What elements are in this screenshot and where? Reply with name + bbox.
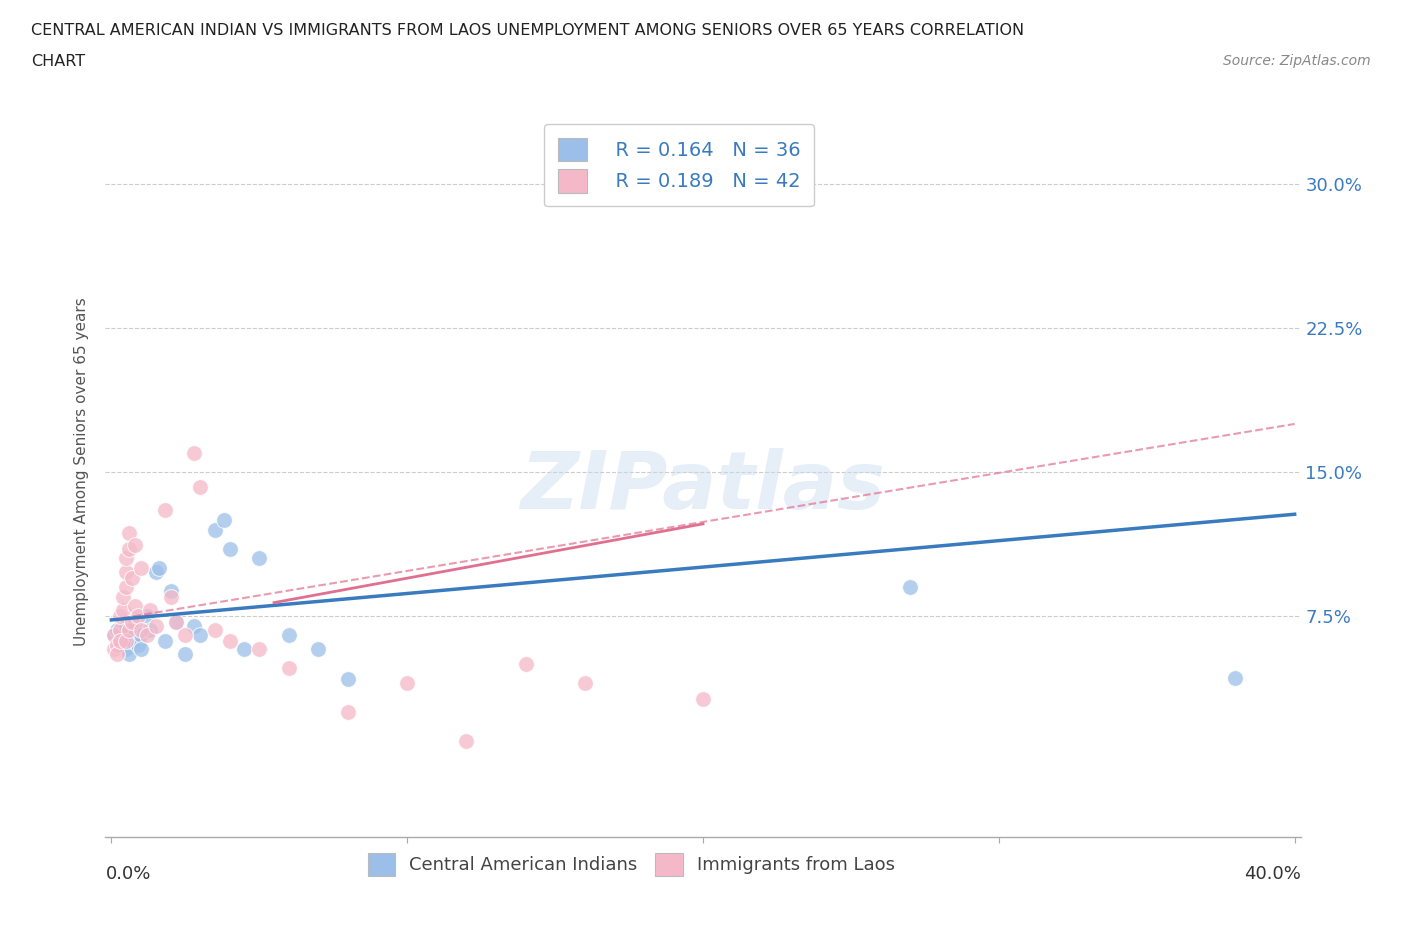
Point <box>110 608 132 623</box>
Text: 40.0%: 40.0% <box>1244 865 1301 884</box>
Point <box>129 628 152 643</box>
Point <box>112 590 135 604</box>
Point <box>1225 671 1247 685</box>
Point <box>139 622 162 637</box>
Point <box>105 637 128 652</box>
Y-axis label: Unemployment Among Seniors over 65 years: Unemployment Among Seniors over 65 years <box>75 298 90 646</box>
Point <box>277 660 299 675</box>
Point <box>337 705 360 720</box>
Point <box>121 570 143 585</box>
Point <box>153 503 176 518</box>
Point <box>515 657 537 671</box>
Point <box>127 637 149 652</box>
Point <box>218 541 240 556</box>
Point <box>124 538 146 552</box>
Point <box>127 608 149 623</box>
Point <box>148 561 170 576</box>
Text: Source: ZipAtlas.com: Source: ZipAtlas.com <box>1223 54 1371 68</box>
Point <box>188 480 211 495</box>
Point <box>124 628 146 643</box>
Point <box>129 622 152 637</box>
Point <box>112 633 135 648</box>
Point <box>135 628 157 643</box>
Point <box>103 642 125 657</box>
Point <box>135 608 157 623</box>
Point <box>307 642 329 657</box>
Point <box>145 565 167 579</box>
Point <box>165 615 187 630</box>
Point <box>174 647 197 662</box>
Point <box>110 622 132 637</box>
Point <box>212 512 235 527</box>
Point <box>692 173 714 188</box>
Point <box>121 615 143 630</box>
Point <box>118 631 141 646</box>
Point <box>174 628 197 643</box>
Text: CHART: CHART <box>31 54 84 69</box>
Point <box>115 633 138 648</box>
Point <box>277 628 299 643</box>
Point <box>145 618 167 633</box>
Point <box>183 618 205 633</box>
Point <box>118 541 141 556</box>
Point <box>204 622 226 637</box>
Point <box>183 445 205 460</box>
Point <box>110 637 132 652</box>
Text: CENTRAL AMERICAN INDIAN VS IMMIGRANTS FROM LAOS UNEMPLOYMENT AMONG SENIORS OVER : CENTRAL AMERICAN INDIAN VS IMMIGRANTS FR… <box>31 23 1024 38</box>
Point <box>118 622 141 637</box>
Point <box>124 599 146 614</box>
Point <box>103 628 125 643</box>
Point <box>115 579 138 594</box>
Point <box>337 672 360 687</box>
Point <box>105 622 128 637</box>
Point <box>159 584 181 599</box>
Point <box>153 633 176 648</box>
Point <box>898 579 921 594</box>
Point <box>118 526 141 541</box>
Point <box>115 565 138 579</box>
Point <box>159 590 181 604</box>
Point <box>574 676 596 691</box>
Point <box>115 642 138 657</box>
Point <box>188 628 211 643</box>
Point <box>115 618 138 633</box>
Point <box>118 647 141 662</box>
Text: ZIPatlas: ZIPatlas <box>520 447 886 525</box>
Point <box>129 561 152 576</box>
Point <box>124 615 146 630</box>
Point <box>129 642 152 657</box>
Point <box>247 642 270 657</box>
Point <box>112 603 135 618</box>
Point <box>115 551 138 565</box>
Point <box>396 676 419 691</box>
Point <box>103 628 125 643</box>
Point <box>233 642 256 657</box>
Point <box>692 691 714 706</box>
Legend: Central American Indians, Immigrants from Laos: Central American Indians, Immigrants fro… <box>360 846 903 883</box>
Point <box>456 734 478 749</box>
Point <box>218 633 240 648</box>
Text: 0.0%: 0.0% <box>105 865 150 884</box>
Point <box>105 647 128 662</box>
Point <box>121 622 143 637</box>
Point <box>165 615 187 630</box>
Point <box>247 551 270 565</box>
Point <box>204 522 226 537</box>
Point <box>121 633 143 648</box>
Point <box>110 633 132 648</box>
Point <box>139 603 162 618</box>
